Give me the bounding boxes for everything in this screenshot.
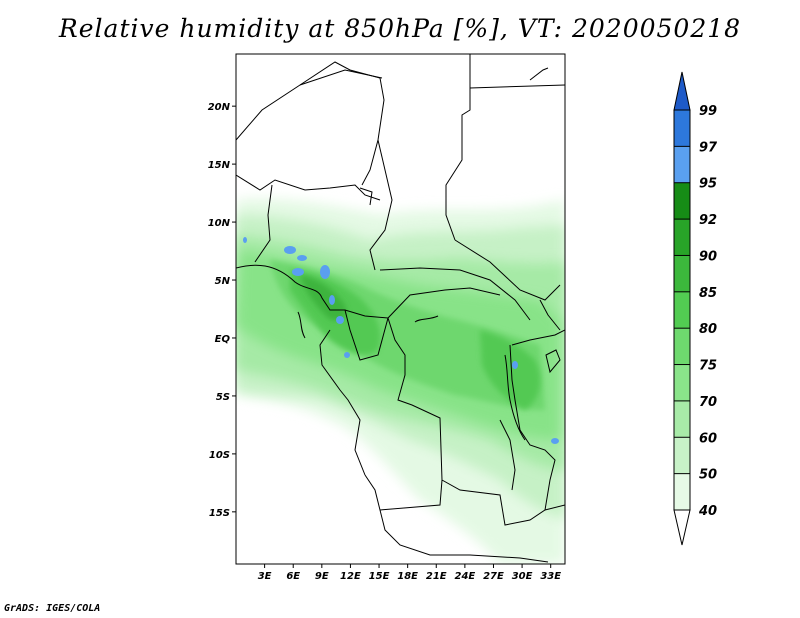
humidity-field [236,54,565,564]
lon-tick-label: 12E [340,571,361,582]
lon-tick-label: 18E [397,571,418,582]
colorbar-label: 99 [699,104,717,119]
country-borders [236,54,565,563]
lon-tick-label: 9E [315,571,329,582]
lat-tick-label: EQ [215,334,231,345]
lat-tick-label: 15S [209,508,230,519]
lat-tick-label: 10S [209,450,230,461]
lat-tick-label: 5S [216,392,230,403]
colorbar-label: 80 [699,322,717,337]
saturation-patches [243,237,559,444]
footer-credit: GrADS: IGES/COLA [4,603,101,614]
colorbar-label: 70 [699,395,717,410]
lon-tick-label: 6E [286,571,300,582]
colorbar-segment [674,219,690,256]
colorbar-segment [674,437,690,474]
colorbar-segment [674,473,690,510]
longitude-axis: 3E 6E 9E 12E 15E 18E 21E 24E 27E 30E 33E [258,564,561,582]
latitude-axis: 20N 15N 10N 5N EQ 5S 10S 15S [208,102,236,519]
colorbar-segment [674,328,690,365]
colorbar-bottom-arrow [673,509,691,546]
colorbar-segment [674,182,690,220]
colorbar-segment [674,110,690,147]
lon-tick-label: 33E [540,571,561,582]
colorbar-label: 92 [699,213,717,228]
colorbar-segment [674,364,690,401]
lon-tick-label: 21E [426,571,447,582]
colorbar-label: 90 [699,249,717,264]
colorbar-segment [674,255,690,292]
colorbar-segment [674,400,690,438]
map-frame [235,53,566,565]
colorbar-label: 75 [699,359,717,374]
colorbar-segment [674,291,690,329]
colorbar-label: 50 [699,468,717,483]
lon-tick-label: 27E [483,571,504,582]
lat-tick-label: 5N [215,276,231,287]
colorbar-segment [674,146,690,183]
lon-tick-label: 30E [512,571,533,582]
colorbar-label: 85 [699,286,717,301]
lat-tick-label: 15N [208,160,231,171]
colorbar-label: 95 [699,177,717,192]
lon-tick-label: 15E [369,571,390,582]
lon-tick-label: 3E [258,571,272,582]
colorbar-label: 60 [699,431,717,446]
lat-tick-label: 20N [208,102,231,113]
lat-tick-label: 10N [208,218,231,229]
chart-title: Relative humidity at 850hPa [%], VT: 202… [58,14,742,43]
colorbar: 40 50 60 70 75 80 85 90 92 95 97 99 [673,71,718,546]
colorbar-top-arrow [673,71,691,111]
colorbar-label: 97 [699,140,718,155]
colorbar-label: 40 [698,504,717,519]
lon-tick-label: 24E [454,571,475,582]
